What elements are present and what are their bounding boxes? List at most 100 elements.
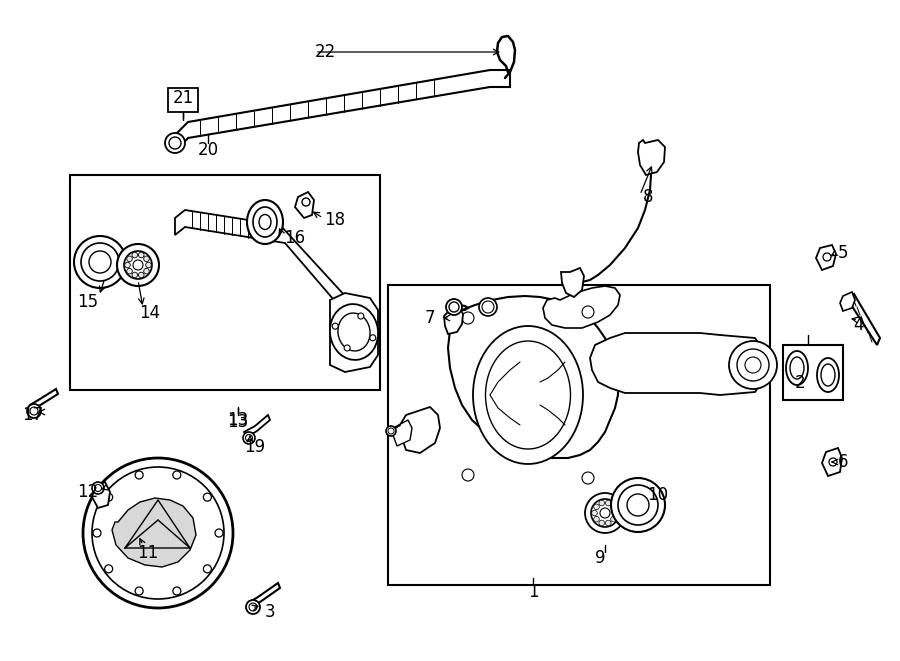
Circle shape (358, 313, 364, 319)
Circle shape (611, 478, 665, 532)
Circle shape (139, 253, 144, 258)
Polygon shape (638, 140, 665, 175)
Polygon shape (561, 268, 584, 297)
Circle shape (479, 298, 497, 316)
Text: 10: 10 (647, 486, 669, 504)
Polygon shape (175, 210, 358, 328)
Bar (168, 88, 198, 112)
Polygon shape (840, 292, 855, 311)
Circle shape (829, 458, 837, 466)
Circle shape (462, 469, 474, 481)
Circle shape (127, 268, 132, 274)
Ellipse shape (473, 326, 583, 464)
Text: 8: 8 (643, 188, 653, 206)
Text: 6: 6 (838, 453, 848, 471)
Text: 16: 16 (284, 229, 306, 247)
Polygon shape (92, 482, 110, 508)
Circle shape (249, 603, 257, 611)
Circle shape (27, 404, 41, 418)
Circle shape (104, 493, 112, 501)
Circle shape (591, 510, 598, 516)
Text: 7: 7 (425, 309, 436, 327)
Circle shape (386, 426, 396, 436)
Circle shape (132, 272, 138, 278)
Circle shape (613, 510, 618, 516)
Ellipse shape (259, 215, 271, 229)
Circle shape (591, 499, 619, 527)
Circle shape (30, 407, 38, 415)
Circle shape (599, 520, 605, 525)
Text: 13: 13 (228, 413, 248, 431)
Circle shape (611, 504, 616, 510)
Circle shape (92, 482, 104, 494)
Ellipse shape (338, 313, 370, 351)
Polygon shape (248, 583, 280, 608)
Circle shape (594, 516, 599, 522)
Circle shape (83, 458, 233, 608)
Circle shape (165, 133, 185, 153)
Circle shape (344, 345, 350, 351)
Circle shape (388, 428, 394, 434)
Circle shape (606, 520, 611, 525)
Polygon shape (400, 407, 440, 453)
Polygon shape (543, 286, 620, 328)
Circle shape (627, 494, 649, 516)
Polygon shape (175, 70, 510, 152)
Circle shape (611, 516, 616, 522)
Circle shape (132, 253, 138, 258)
Circle shape (94, 485, 102, 492)
Circle shape (139, 272, 144, 278)
Circle shape (203, 493, 212, 501)
Circle shape (125, 262, 130, 268)
Text: 14: 14 (140, 304, 160, 322)
Ellipse shape (485, 341, 571, 449)
Circle shape (582, 472, 594, 484)
Circle shape (599, 500, 605, 506)
Bar (388, 285, 770, 585)
Polygon shape (330, 293, 378, 372)
Polygon shape (448, 296, 618, 458)
Polygon shape (590, 333, 760, 395)
Ellipse shape (821, 364, 835, 386)
Ellipse shape (817, 358, 839, 392)
Text: 4: 4 (853, 316, 863, 334)
Circle shape (215, 529, 223, 537)
Text: 5: 5 (838, 244, 848, 262)
Ellipse shape (786, 351, 808, 385)
Circle shape (124, 251, 152, 279)
Circle shape (462, 312, 474, 324)
Circle shape (606, 500, 611, 506)
Circle shape (133, 260, 143, 270)
Text: 19: 19 (245, 438, 266, 456)
Polygon shape (30, 389, 58, 410)
Ellipse shape (330, 304, 378, 360)
Circle shape (74, 236, 126, 288)
Circle shape (169, 137, 181, 149)
Text: 15: 15 (77, 293, 99, 311)
Text: 13: 13 (228, 411, 248, 429)
Polygon shape (295, 192, 314, 218)
Circle shape (370, 335, 376, 341)
Circle shape (144, 268, 149, 274)
Circle shape (600, 508, 610, 518)
Circle shape (246, 600, 260, 614)
Circle shape (173, 471, 181, 479)
Circle shape (449, 302, 459, 312)
Polygon shape (848, 294, 880, 345)
Circle shape (104, 565, 112, 573)
Circle shape (173, 587, 181, 595)
Circle shape (93, 529, 101, 537)
Text: 9: 9 (595, 549, 605, 567)
Polygon shape (822, 448, 842, 476)
Polygon shape (112, 498, 196, 567)
Ellipse shape (790, 357, 804, 379)
Circle shape (729, 341, 777, 389)
Ellipse shape (253, 207, 277, 237)
Circle shape (446, 299, 462, 315)
Text: 2: 2 (795, 374, 806, 392)
Circle shape (737, 349, 769, 381)
Text: 17: 17 (22, 406, 43, 424)
Circle shape (823, 253, 831, 261)
Circle shape (146, 262, 151, 268)
Bar (783, 345, 843, 400)
